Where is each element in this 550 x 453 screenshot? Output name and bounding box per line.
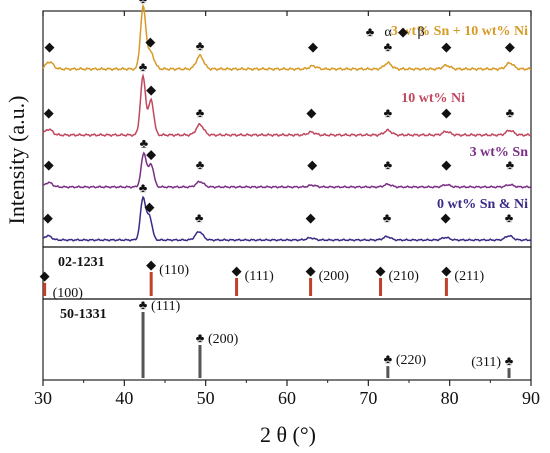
diamond-marker-icon: ◆ [45, 39, 55, 54]
club-marker-icon: ♣ [139, 180, 148, 195]
diamond-marker-icon: ◆ [441, 210, 451, 225]
hkl-label: (200) [319, 269, 350, 284]
hkl-label: (100) [53, 286, 84, 301]
reference-bar [198, 345, 202, 378]
diamond-marker-icon: ◆ [441, 39, 451, 54]
pattern-series: ◆♣◆♣◆♣◆◆3 wt% Sn + 10 wt% Ni◆♣◆♣◆♣◆♣10 w… [42, 0, 532, 242]
reference-bar [379, 278, 383, 296]
diamond-marker-icon: ◆ [441, 263, 451, 278]
diamond-marker-icon: ◆ [306, 210, 316, 225]
reference-bar [507, 368, 511, 378]
diamond-marker-icon: ◆ [146, 257, 156, 272]
reference-bar [43, 282, 47, 296]
hkl-label: (311) [471, 355, 501, 370]
x-tick-label: 40 [115, 388, 133, 408]
x-tick-label: 90 [522, 388, 540, 408]
diamond-marker-icon: ◆ [232, 263, 242, 278]
diamond-marker-icon: ◆ [43, 210, 53, 225]
club-marker-icon: ♣ [506, 157, 515, 172]
hkl-label: (210) [389, 269, 420, 284]
x-axis-title: 2 θ (°) [260, 422, 316, 447]
club-marker-icon: ♣ [196, 105, 205, 120]
club-marker-icon: ♣ [384, 157, 393, 172]
sample-label: 3 wt% Sn + 10 wt% Ni [391, 24, 528, 39]
club-marker-icon: ♣ [195, 210, 204, 225]
club-marker-icon: ♣ [383, 210, 392, 225]
x-tick-label: 30 [34, 388, 52, 408]
diamond-marker-icon: ◆ [307, 157, 317, 172]
diamond-marker-icon: ◆ [376, 263, 386, 278]
hkl-label: (111) [151, 299, 181, 314]
club-marker-icon: ♣ [505, 353, 514, 368]
club-marker-icon: ♣ [196, 157, 205, 172]
reference-id: 50-1331 [60, 307, 107, 322]
club-marker-icon: ♣ [384, 39, 393, 54]
club-marker-icon: ♣ [384, 105, 393, 120]
diamond-marker-icon: ◆ [44, 157, 54, 172]
pattern-line [42, 195, 532, 242]
club-marker-icon: ♣ [140, 135, 149, 150]
club-marker-icon: ♣ [139, 0, 148, 6]
reference-bar [235, 278, 239, 296]
diamond-marker-icon: ◆ [40, 268, 50, 283]
diamond-marker-icon: ◆ [145, 34, 155, 49]
hkl-label: (110) [159, 263, 189, 278]
diamond-marker-icon: ◆ [505, 39, 515, 54]
reference-bar [141, 312, 145, 378]
diamond-marker-icon: ◆ [441, 105, 451, 120]
sample-label: 3 wt% Sn [470, 145, 529, 160]
x-tick-label: 50 [197, 388, 215, 408]
reference-bar [149, 272, 153, 296]
panel-frame-3 [42, 298, 532, 381]
pattern-line [42, 73, 532, 138]
reference-bar [444, 278, 448, 296]
legend-beta-label: β [417, 25, 424, 40]
y-axis-title: Intensity (a.u.) [4, 96, 29, 225]
reference-patterns: 02-1231◆(100)◆ (110) ◆ (111) ◆ (200) ◆ (210) ◆ (2… [40, 255, 514, 378]
club-marker-icon: ♣ [506, 105, 515, 120]
pattern-line [42, 3, 532, 72]
reference-bar [386, 366, 390, 378]
club-marker-icon: ♣ [139, 59, 148, 74]
club-marker-icon: ♣ [384, 351, 393, 366]
reference-id: 02-1231 [58, 255, 105, 270]
pattern-line [42, 151, 532, 189]
diamond-marker-icon: ◆ [306, 263, 316, 278]
hkl-label: (211) [454, 269, 484, 284]
diamond-marker-icon: ◆ [441, 157, 451, 172]
diamond-marker-icon: ◆ [145, 199, 155, 214]
diamond-marker-icon: ◆ [306, 105, 316, 120]
club-marker-icon: ♣ [196, 330, 205, 345]
x-tick-label: 60 [278, 388, 296, 408]
x-tick-label: 70 [359, 388, 377, 408]
club-marker-icon: ♣ [139, 297, 148, 312]
reference-bar [309, 278, 313, 296]
x-tick-label: 80 [441, 388, 459, 408]
legend-diamond-icon: ◆ [398, 24, 408, 39]
hkl-label: (200) [208, 332, 239, 347]
legend: ♣ α ◆ β [366, 24, 425, 40]
sample-label: 0 wt% Sn & Ni [437, 197, 528, 212]
sample-label: 10 wt% Ni [401, 91, 465, 106]
diamond-marker-icon: ◆ [146, 147, 156, 162]
plot-panels [42, 10, 532, 381]
club-marker-icon: ♣ [505, 210, 514, 225]
axes: 30 40 50 60 70 80 90 [34, 11, 540, 408]
hkl-label: (220) [396, 353, 427, 368]
hkl-label: (111) [245, 269, 275, 284]
diamond-marker-icon: ◆ [146, 82, 156, 97]
diamond-marker-icon: ◆ [308, 39, 318, 54]
club-marker-icon: ♣ [196, 38, 205, 53]
diamond-marker-icon: ◆ [44, 105, 54, 120]
legend-alpha-label: α [384, 25, 392, 40]
legend-club-icon: ♣ [366, 24, 375, 39]
